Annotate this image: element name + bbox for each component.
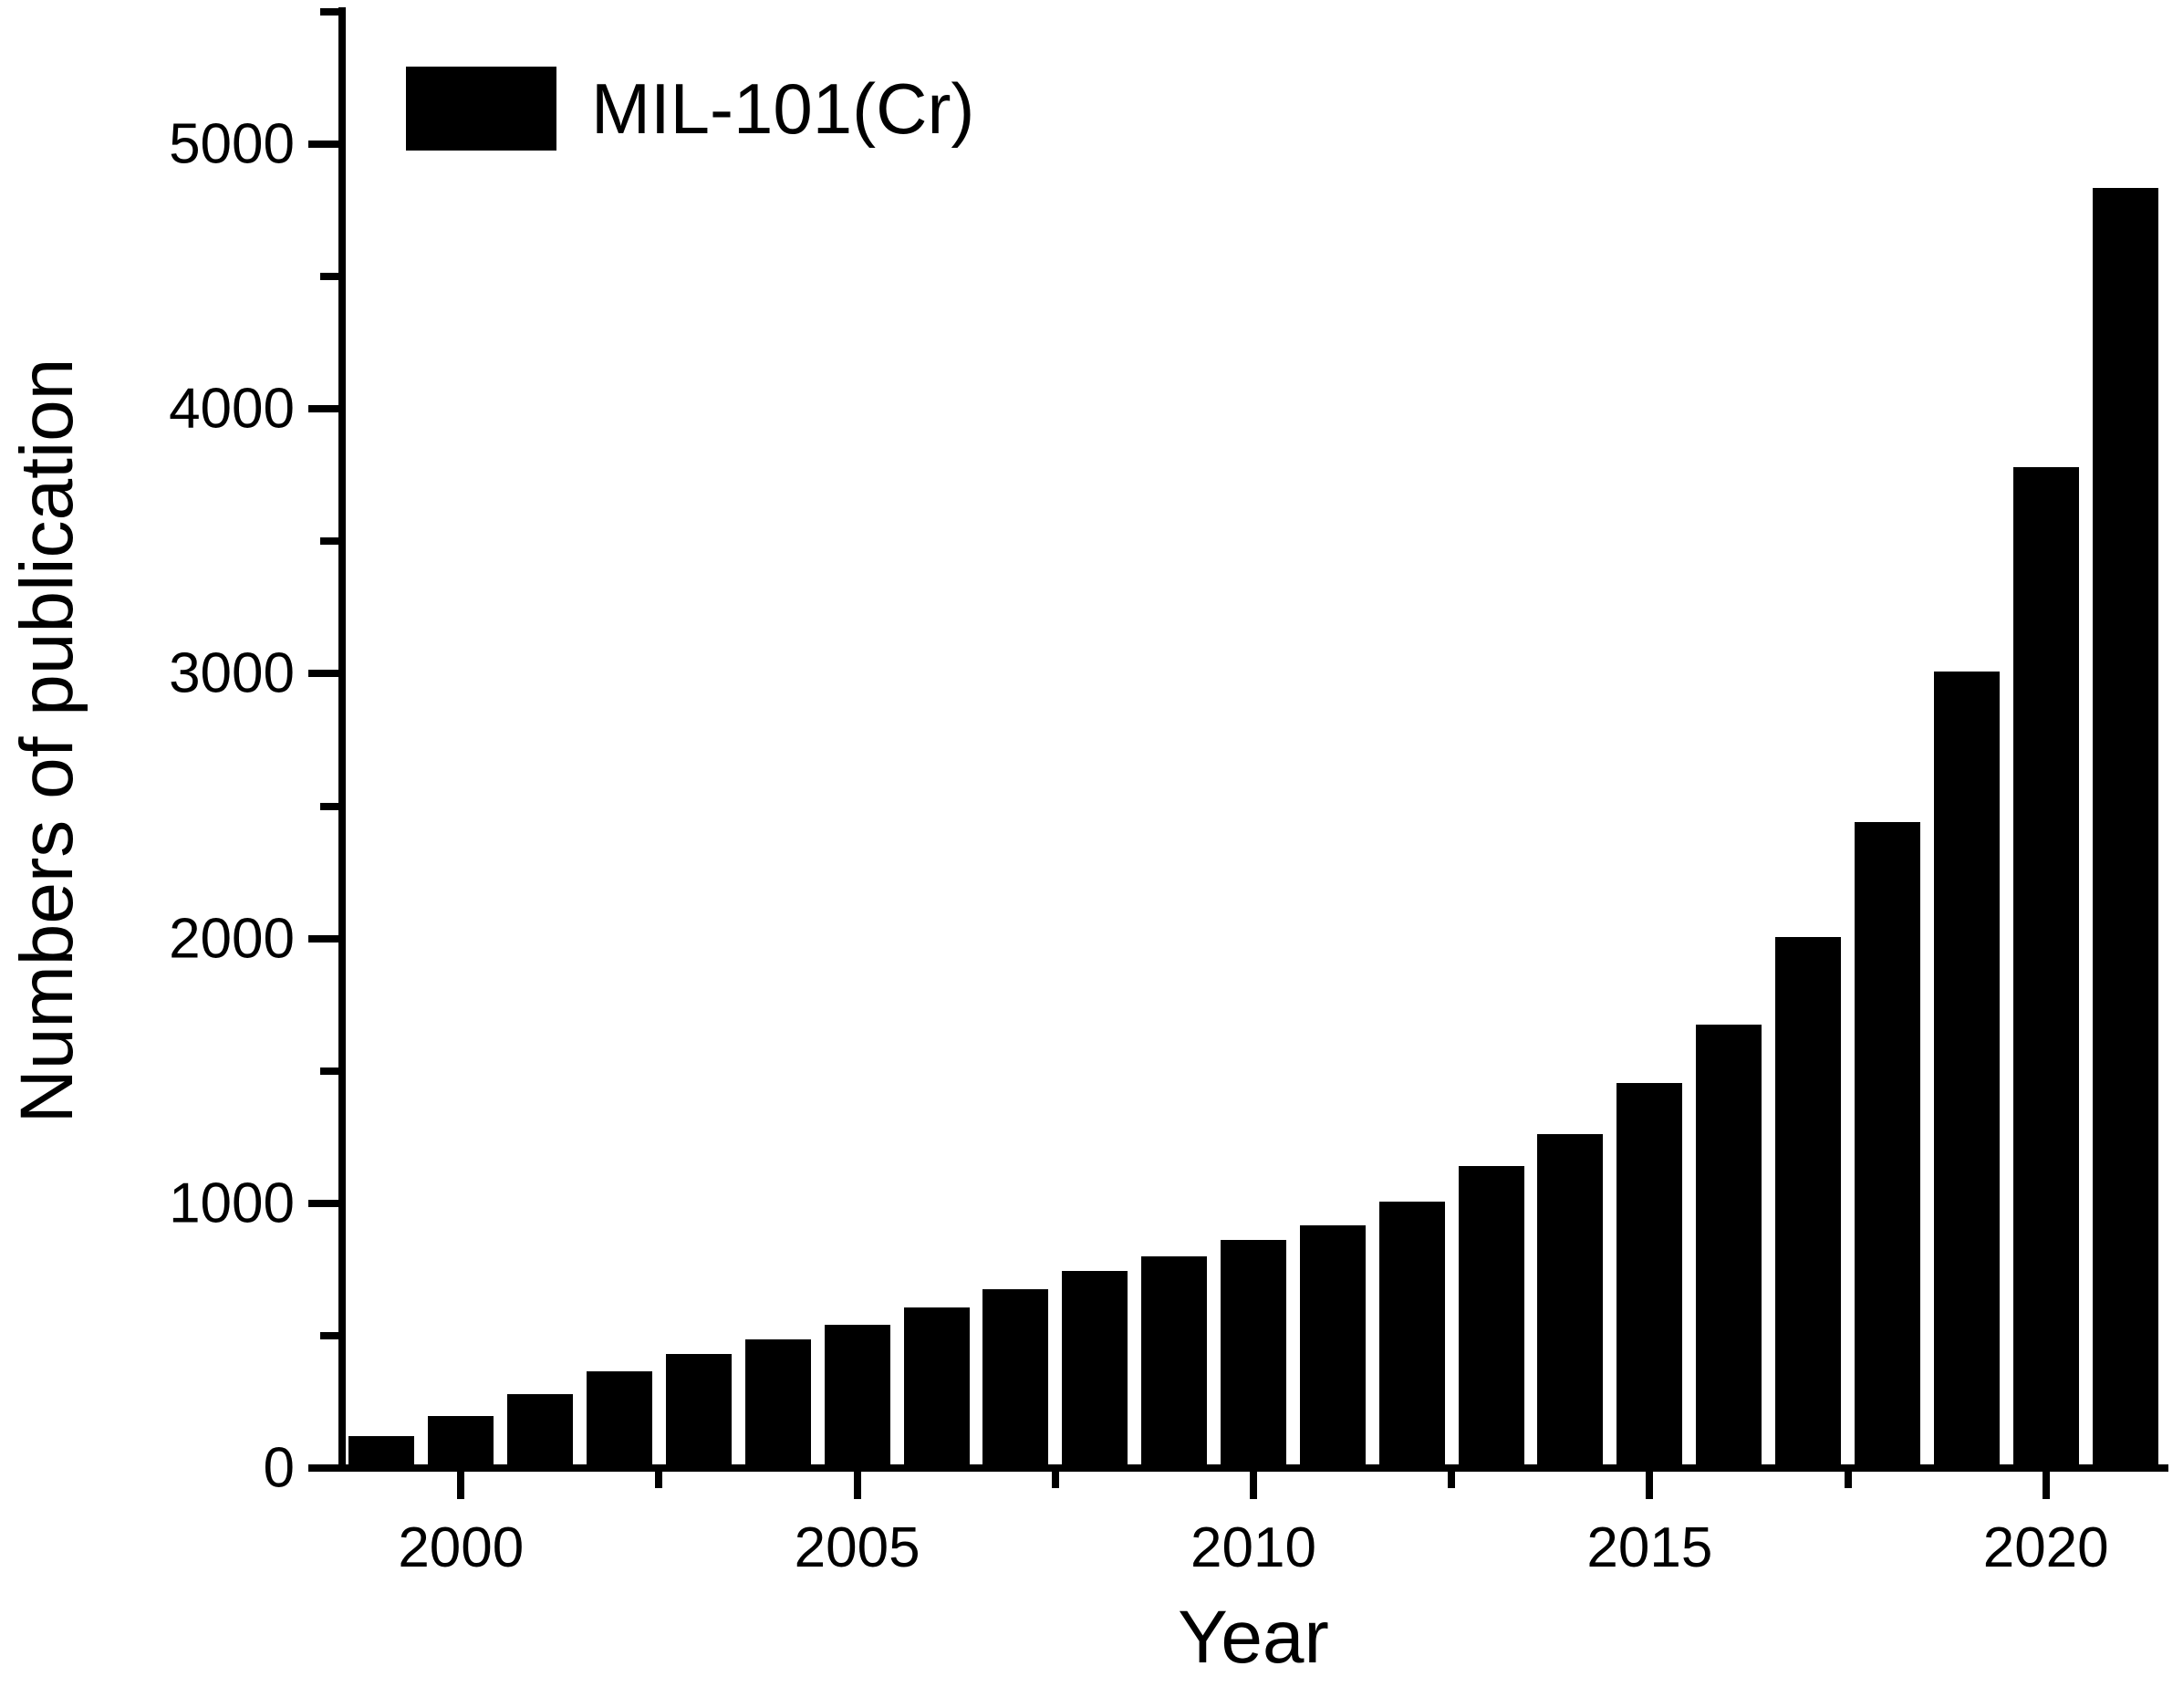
y-tick-label-0: 0: [263, 1436, 295, 1500]
x-major-tick-2020: [2042, 1472, 2050, 1499]
x-minor-tick-2017.5: [1844, 1472, 1852, 1488]
bar-2021: [2092, 187, 2158, 1468]
bar-2014: [1537, 1134, 1604, 1468]
legend: MIL-101(Cr): [406, 67, 974, 151]
bar-2013: [1458, 1166, 1524, 1468]
x-minor-tick-2012.5: [1448, 1472, 1456, 1488]
y-minor-tick-5500: [320, 8, 338, 16]
x-tick-label-2020: 2020: [1982, 1516, 2109, 1579]
y-axis-title: Numbers of publication: [5, 358, 88, 1124]
x-tick-label-2010: 2010: [1190, 1516, 1316, 1579]
bar-2010: [1221, 1240, 1286, 1468]
x-major-tick-2000: [457, 1472, 465, 1499]
bar-2019: [1933, 671, 2000, 1468]
y-axis-line: [338, 7, 346, 1472]
x-major-tick-2015: [1646, 1472, 1654, 1499]
bar-2015: [1616, 1082, 1683, 1468]
y-tick-label-5000: 5000: [169, 112, 295, 176]
legend-label: MIL-101(Cr): [591, 68, 975, 149]
y-major-tick-4000: [308, 405, 338, 413]
bar-2016: [1696, 1024, 1762, 1468]
y-minor-tick-500: [320, 1331, 338, 1339]
bar-2008: [1062, 1270, 1128, 1468]
x-tick-label-2015: 2015: [1586, 1516, 1713, 1579]
y-major-tick-3000: [308, 670, 338, 678]
x-minor-tick-2002.5: [655, 1472, 663, 1488]
x-tick-label-2000: 2000: [398, 1516, 525, 1579]
bar-1999: [348, 1436, 415, 1468]
bar-2011: [1299, 1225, 1366, 1468]
bar-2006: [903, 1307, 970, 1468]
x-axis-line: [338, 1464, 2168, 1472]
bar-2004: [744, 1339, 811, 1468]
bar-2018: [1854, 821, 1920, 1468]
y-tick-label-1000: 1000: [169, 1172, 295, 1235]
y-major-tick-1000: [308, 1199, 338, 1207]
x-tick-label-2005: 2005: [794, 1516, 920, 1579]
y-minor-tick-3500: [320, 537, 338, 546]
y-major-tick-5000: [308, 141, 338, 149]
x-major-tick-2010: [1250, 1472, 1257, 1499]
bar-2009: [1141, 1255, 1208, 1468]
y-minor-tick-2500: [320, 802, 338, 810]
bar-2005: [824, 1325, 890, 1468]
bar-2001: [507, 1393, 574, 1468]
bar-2000: [428, 1416, 494, 1468]
y-tick-label-2000: 2000: [169, 907, 295, 971]
x-minor-tick-2007.5: [1051, 1472, 1059, 1488]
bar-2002: [587, 1371, 653, 1468]
bar-2007: [982, 1289, 1049, 1468]
legend-swatch: [406, 67, 556, 151]
bar-2020: [2012, 467, 2079, 1468]
x-major-tick-2005: [853, 1472, 861, 1499]
y-tick-label-4000: 4000: [169, 377, 295, 441]
bar-2012: [1378, 1202, 1445, 1468]
y-major-tick-2000: [308, 934, 338, 943]
y-minor-tick-4500: [320, 273, 338, 281]
y-tick-label-3000: 3000: [169, 641, 295, 705]
x-axis-title: Year: [1178, 1596, 1329, 1679]
bar-2017: [1775, 937, 1842, 1468]
y-major-tick-0: [308, 1464, 338, 1472]
bar-2003: [665, 1354, 732, 1468]
y-minor-tick-1500: [320, 1067, 338, 1075]
